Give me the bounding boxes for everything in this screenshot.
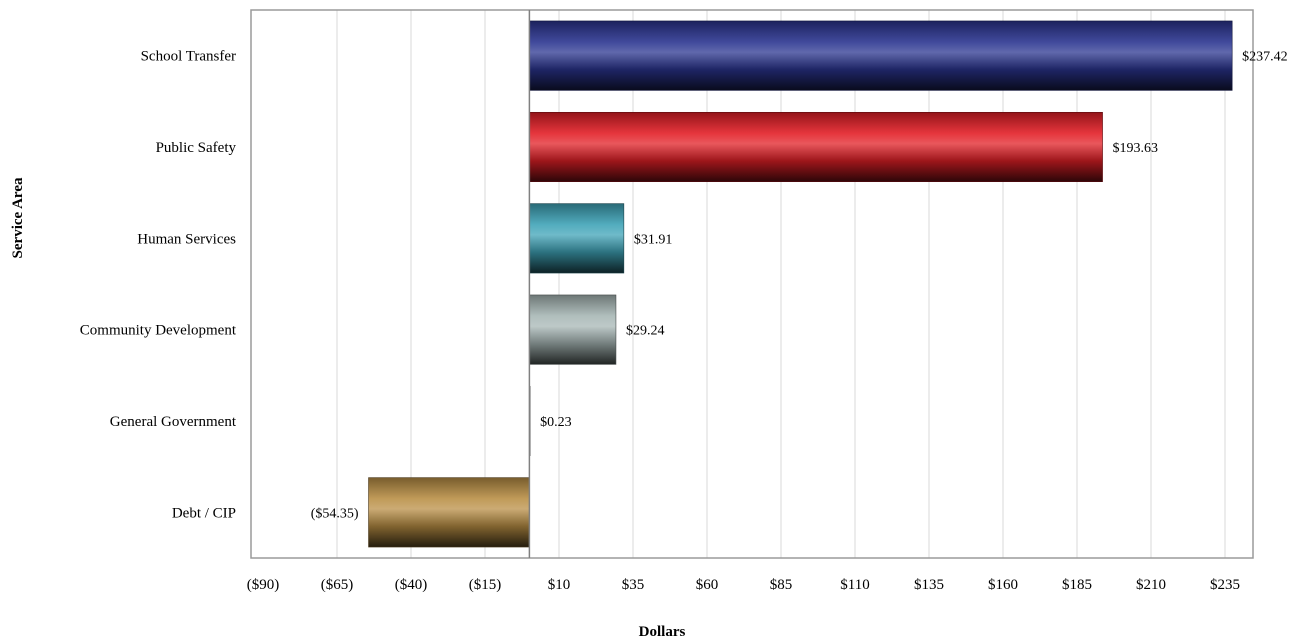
category-label: Human Services <box>137 231 236 247</box>
x-tick-label: $35 <box>622 577 645 593</box>
x-tick-label: $185 <box>1062 577 1092 593</box>
data-label: ($54.35) <box>311 506 359 521</box>
x-tick-label: $160 <box>988 577 1018 593</box>
plot-area-frame <box>250 9 1254 559</box>
category-label: Debt / CIP <box>172 505 236 521</box>
x-tick-label: ($15) <box>469 577 502 593</box>
bar-public-safety <box>529 111 1103 183</box>
bar-school-transfer <box>529 20 1233 91</box>
x-tick-label: $85 <box>770 577 793 593</box>
x-tick-label: $60 <box>696 577 719 593</box>
x-tick-label: $210 <box>1136 577 1166 593</box>
data-label: $193.63 <box>1113 141 1159 156</box>
data-label: $31.91 <box>634 232 673 247</box>
data-label: $0.23 <box>540 415 572 430</box>
x-tick-label: $10 <box>548 577 571 593</box>
category-label: School Transfer <box>141 49 236 65</box>
x-tick-label: ($90) <box>247 577 280 593</box>
data-label: $237.42 <box>1242 50 1288 65</box>
x-tick-label: ($65) <box>321 577 354 593</box>
bar-debt-cip <box>368 477 530 548</box>
x-tick-label: $235 <box>1210 577 1240 593</box>
category-label: General Government <box>110 414 237 430</box>
bars <box>368 20 1233 548</box>
x-tick-label: ($40) <box>395 577 428 593</box>
bar-human-services <box>529 203 625 274</box>
y-axis-title: Service Area <box>10 177 26 258</box>
data-label: $29.24 <box>626 324 665 339</box>
grid-lines <box>336 10 1226 558</box>
bar-community-development <box>529 294 617 365</box>
labels: ($90) ($65) ($40) ($15) $10 $35 $60 $85 $110 $135… <box>80 49 1288 593</box>
x-tick-label: $135 <box>914 577 944 593</box>
x-axis-title: Dollars <box>639 624 686 640</box>
x-tick-label: $110 <box>840 577 869 593</box>
category-label: Public Safety <box>156 140 237 156</box>
category-label: Community Development <box>80 323 237 339</box>
